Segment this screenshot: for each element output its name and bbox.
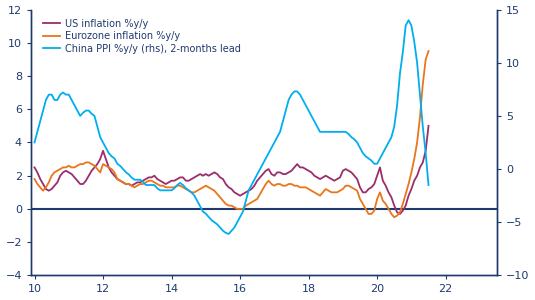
- US inflation %y/y: [32, 166, 38, 169]
- Eurozone inflation %y/y: [391, 215, 398, 219]
- US inflation %y/y: [237, 194, 243, 197]
- China PPI %y/y (rhs), 2-months lead: [225, 232, 232, 236]
- Eurozone inflation %y/y: [419, 82, 426, 86]
- US inflation %y/y: [37, 177, 43, 181]
- Eurozone inflation %y/y: [254, 197, 261, 201]
- China PPI %y/y (rhs), 2-months lead: [32, 141, 38, 144]
- Line: China PPI %y/y (rhs), 2-months lead: China PPI %y/y (rhs), 2-months lead: [35, 20, 429, 234]
- US inflation %y/y: [254, 179, 261, 182]
- China PPI %y/y (rhs), 2-months lead: [240, 210, 246, 213]
- US inflation %y/y: [419, 160, 426, 164]
- US inflation %y/y: [397, 212, 403, 216]
- Eurozone inflation %y/y: [282, 184, 289, 188]
- Eurozone inflation %y/y: [34, 182, 41, 186]
- China PPI %y/y (rhs), 2-months lead: [406, 18, 412, 22]
- US inflation %y/y: [34, 171, 41, 174]
- China PPI %y/y (rhs), 2-months lead: [423, 151, 429, 155]
- US inflation %y/y: [425, 124, 432, 128]
- Eurozone inflation %y/y: [37, 186, 43, 189]
- Line: Eurozone inflation %y/y: Eurozone inflation %y/y: [35, 51, 429, 217]
- China PPI %y/y (rhs), 2-months lead: [34, 130, 41, 134]
- China PPI %y/y (rhs), 2-months lead: [257, 167, 263, 171]
- Legend: US inflation %y/y, Eurozone inflation %y/y, China PPI %y/y (rhs), 2-months lead: US inflation %y/y, Eurozone inflation %y…: [41, 17, 243, 56]
- Eurozone inflation %y/y: [425, 49, 432, 53]
- China PPI %y/y (rhs), 2-months lead: [425, 183, 432, 187]
- Eurozone inflation %y/y: [237, 207, 243, 211]
- US inflation %y/y: [282, 172, 289, 176]
- Eurozone inflation %y/y: [32, 177, 38, 181]
- China PPI %y/y (rhs), 2-months lead: [37, 119, 43, 123]
- China PPI %y/y (rhs), 2-months lead: [285, 98, 292, 102]
- Line: US inflation %y/y: US inflation %y/y: [35, 126, 429, 214]
